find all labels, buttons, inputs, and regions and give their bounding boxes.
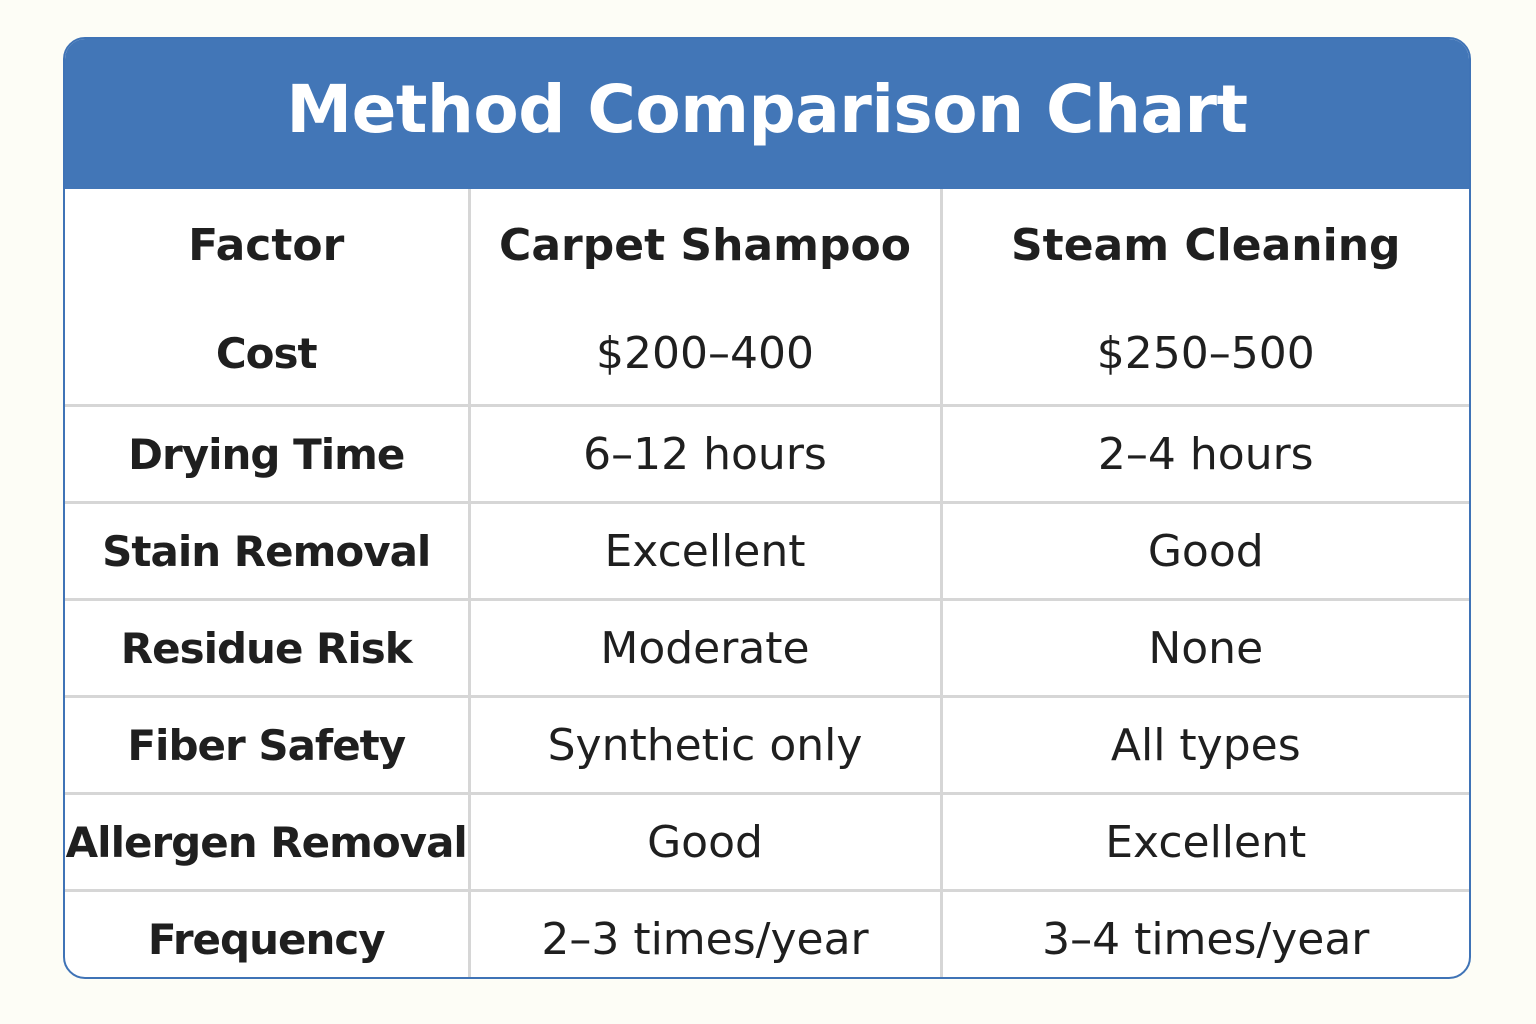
table-row: Cost $200–400 $250–500	[65, 302, 1469, 407]
factor-cell: Cost	[65, 302, 471, 407]
factor-cell: Frequency	[65, 890, 471, 977]
factor-cell: Residue Risk	[65, 599, 471, 698]
table-row: Fiber Safety Synthetic only All types	[65, 696, 1469, 795]
steam-cleaning-cell: $250–500	[941, 302, 1469, 407]
steam-cleaning-cell: All types	[941, 696, 1469, 795]
table-row: Frequency 2–3 times/year 3–4 times/year	[65, 890, 1469, 977]
factor-cell: Stain Removal	[65, 502, 471, 601]
carpet-shampoo-cell: 2–3 times/year	[469, 890, 943, 977]
carpet-shampoo-cell: Good	[469, 793, 943, 892]
carpet-shampoo-cell: Moderate	[469, 599, 943, 698]
factor-cell: Allergen Removal	[65, 793, 471, 892]
steam-cleaning-cell: None	[941, 599, 1469, 698]
column-header-carpet-shampoo: Carpet Shampoo	[469, 189, 943, 302]
table-row: Drying Time 6–12 hours 2–4 hours	[65, 405, 1469, 504]
column-header-steam-cleaning: Steam Cleaning	[1010, 220, 1401, 271]
steam-cleaning-cell: Good	[941, 502, 1469, 601]
table-row: Residue Risk Moderate None	[65, 599, 1469, 698]
steam-cleaning-cell: 3–4 times/year	[1042, 913, 1370, 965]
table-row: Allergen Removal Good Excellent	[65, 793, 1469, 892]
carpet-shampoo-cell: Synthetic only	[469, 696, 943, 795]
carpet-shampoo-cell: $200–400	[469, 302, 943, 407]
factor-cell: Fiber Safety	[65, 696, 471, 795]
steam-cleaning-cell: 2–4 hours	[941, 405, 1469, 504]
title-bar: Method Comparison Chart	[65, 39, 1469, 189]
carpet-shampoo-cell: 6–12 hours	[469, 405, 943, 504]
carpet-shampoo-cell: Excellent	[469, 502, 943, 601]
factor-cell: Drying Time	[65, 405, 471, 504]
steam-cleaning-cell: Excellent	[941, 793, 1469, 892]
comparison-card: Method Comparison Chart Factor Carpet Sh…	[63, 37, 1471, 979]
chart-title: Method Comparison Chart	[286, 70, 1248, 148]
table-row: Stain Removal Excellent Good	[65, 502, 1469, 601]
column-header-factor: Factor	[65, 189, 471, 302]
header-row: Factor Carpet Shampoo Steam Cleaning	[65, 189, 1469, 302]
comparison-table: Factor Carpet Shampoo Steam Cleaning Cos…	[65, 189, 1469, 977]
